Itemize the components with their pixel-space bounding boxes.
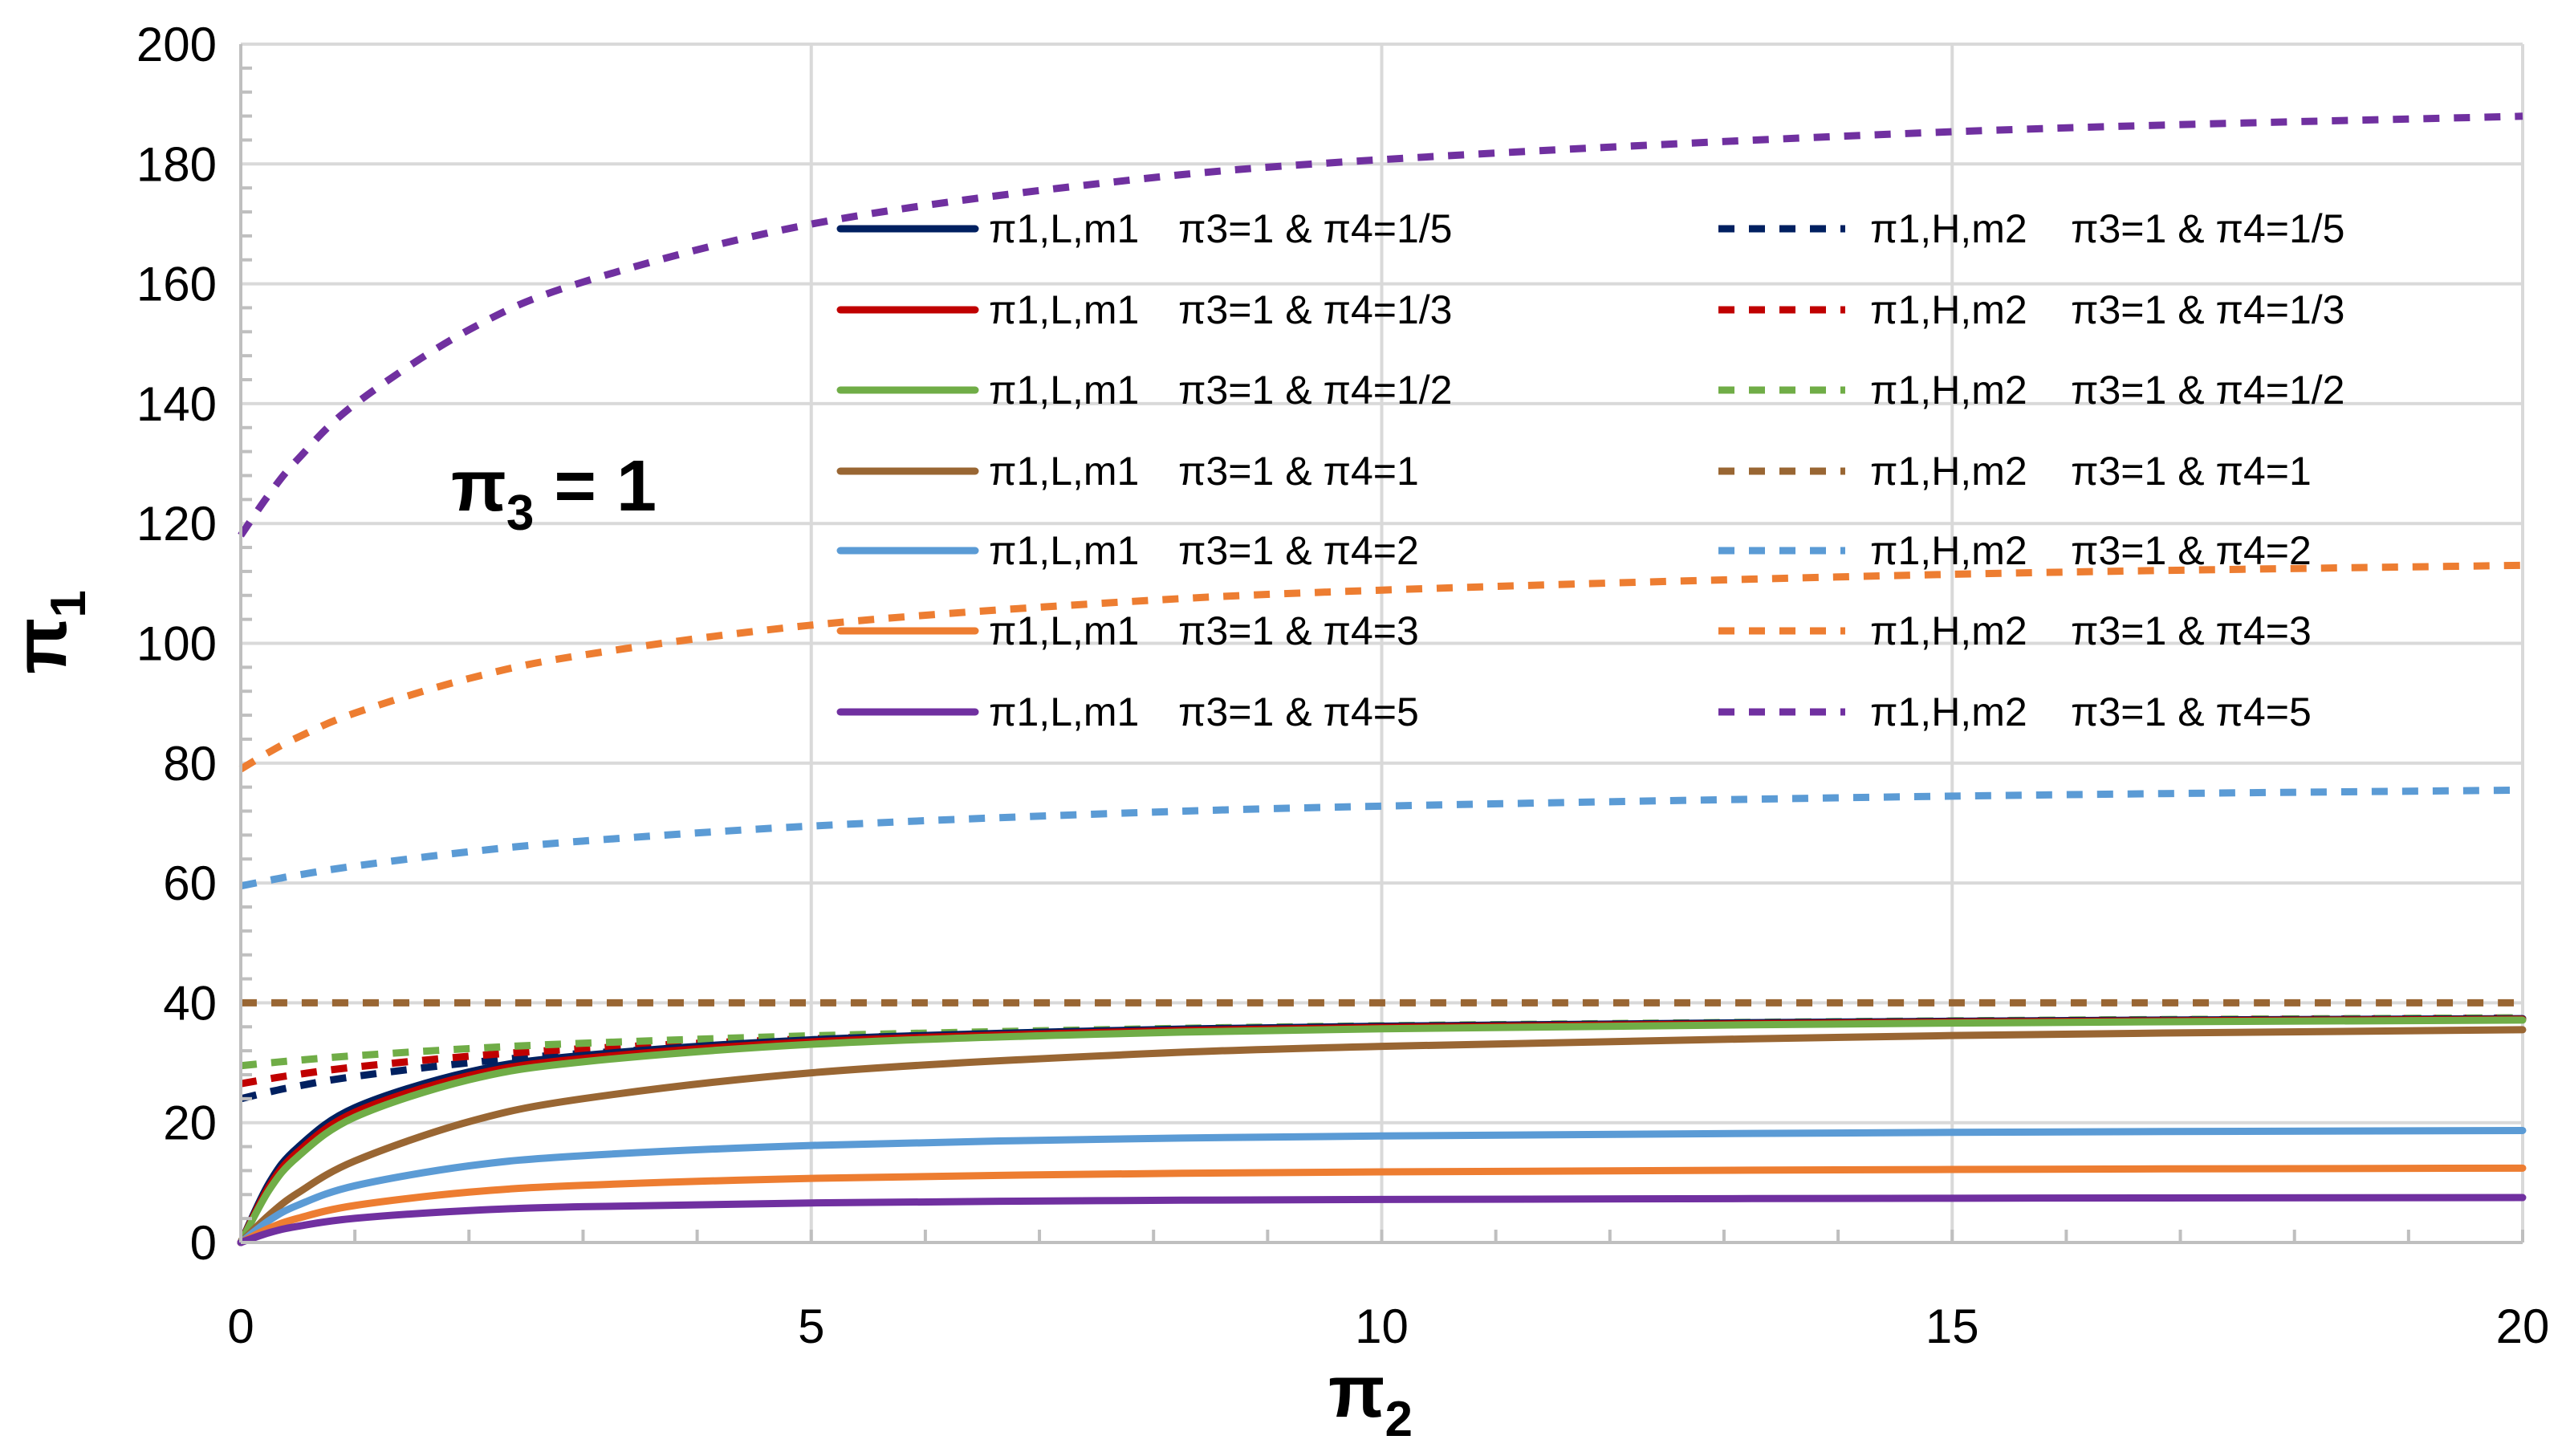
legend-label: π1,L,m1: [989, 689, 1139, 734]
legend-condition: π3=1 & π4=1: [1178, 449, 1419, 494]
annotation-rest: = 1: [534, 446, 657, 527]
y-tick-label: 180: [136, 137, 217, 191]
series-line-h-m2-11: [240, 786, 2523, 890]
axes: [239, 44, 2524, 1244]
legend-entry: π1,L,m1 π3=1 & π4=3: [836, 608, 1419, 653]
series-lines: [237, 112, 2527, 1247]
legend-condition: π3=1 & π4=1/2: [2071, 368, 2344, 413]
legend-entry: π1,H,m2 π3=1 & π4=1/5: [1718, 206, 2344, 251]
series-line-l-m1-5: [237, 1164, 2527, 1247]
legend-label: π1,H,m2: [1870, 608, 2027, 653]
x-tick-label: 10: [1355, 1299, 1409, 1353]
legend-label: π1,H,m2: [1870, 287, 2027, 332]
legend-entry: π1,L,m1 π3=1 & π4=1: [836, 449, 1419, 494]
y-tick-label: 40: [163, 976, 217, 1030]
legend-label: π1,H,m2: [1870, 449, 2027, 494]
legend-entry: π1,L,m1 π3=1 & π4=1/2: [836, 368, 1452, 413]
legend-condition: π3=1 & π4=3: [2071, 608, 2312, 653]
legend-entry: π1,H,m2 π3=1 & π4=1/2: [1718, 368, 2344, 413]
legend-condition: π3=1 & π4=1/3: [2071, 287, 2344, 332]
legend-condition: π3=1 & π4=2: [2071, 528, 2312, 573]
legend-label: π1,H,m2: [1870, 206, 2027, 251]
y-tick-label: 60: [163, 856, 217, 910]
legend-entry: π1,L,m1 π3=1 & π4=1/3: [836, 287, 1452, 332]
legend: π1,L,m1 π3=1 & π4=1/5 π1,L,m1 π3=1 & π4=1/3…: [836, 206, 2344, 734]
legend-label: π1,L,m1: [989, 608, 1139, 653]
y-axis-label-main: π: [0, 618, 82, 674]
legend-label: π1,L,m1: [989, 287, 1139, 332]
legend-label: π1,H,m2: [1870, 368, 2027, 413]
x-axis-label-main: π: [1328, 1351, 1385, 1433]
legend-label: π1,L,m1: [989, 528, 1139, 573]
series-line-l-m1-2: [237, 1016, 2527, 1247]
y-tick-label: 200: [136, 18, 217, 71]
series-line-h-m2-12: [238, 561, 2523, 773]
y-axis-label-sub: 1: [41, 590, 96, 617]
y-tick-label: 80: [163, 737, 217, 791]
legend-entry: π1,H,m2 π3=1 & π4=1: [1718, 449, 2312, 494]
legend-entry: π1,L,m1 π3=1 & π4=1/5: [836, 206, 1452, 251]
y-tick-label: 120: [136, 497, 217, 551]
y-tick-label: 0: [190, 1216, 217, 1270]
series-line-h-m2-13: [238, 112, 2523, 538]
legend-condition: π3=1 & π4=5: [2071, 689, 2312, 734]
tick-labels: 0 20 40 60 80 100 120 140 160 180 200 0 5 10 15 20: [136, 18, 2549, 1353]
x-tick-label: 5: [798, 1299, 824, 1353]
y-tick-label: 160: [136, 258, 217, 311]
annotation-sub: 3: [506, 486, 534, 541]
legend-entry: π1,H,m2 π3=1 & π4=3: [1718, 608, 2312, 653]
legend-label: π1,L,m1: [989, 368, 1139, 413]
annotation: π3 = 1: [451, 446, 657, 541]
x-axis-label: π2: [1328, 1351, 1413, 1447]
legend-condition: π3=1 & π4=1/2: [1178, 368, 1452, 413]
series-line-l-m1-3: [237, 1026, 2527, 1247]
y-tick-label: 140: [136, 377, 217, 431]
series-line-l-m1-4: [237, 1126, 2527, 1247]
legend-condition: π3=1 & π4=1/5: [1178, 206, 1452, 251]
legend-entry: π1,H,m2 π3=1 & π4=2: [1718, 528, 2312, 573]
legend-condition: π3=1 & π4=1/5: [2071, 206, 2344, 251]
y-tick-label: 20: [163, 1096, 217, 1150]
legend-label: π1,L,m1: [989, 449, 1139, 494]
legend-condition: π3=1 & π4=1/3: [1178, 287, 1452, 332]
legend-label: π1,H,m2: [1870, 689, 2027, 734]
legend-condition: π3=1 & π4=1: [2071, 449, 2312, 494]
x-tick-label: 15: [1925, 1299, 1979, 1353]
annotation-main: π: [451, 446, 506, 527]
x-tick-label: 0: [227, 1299, 254, 1353]
legend-entry: π1,L,m1 π3=1 & π4=5: [836, 689, 1419, 734]
x-tick-label: 20: [2496, 1299, 2550, 1353]
y-axis-label: π1: [0, 590, 96, 674]
legend-entry: π1,L,m1 π3=1 & π4=2: [836, 528, 1419, 573]
legend-condition: π3=1 & π4=3: [1178, 608, 1419, 653]
x-axis-label-sub: 2: [1385, 1392, 1412, 1447]
legend-entry: π1,H,m2 π3=1 & π4=5: [1718, 689, 2312, 734]
legend-condition: π3=1 & π4=2: [1178, 528, 1419, 573]
legend-label: π1,H,m2: [1870, 528, 2027, 573]
legend-label: π1,L,m1: [989, 206, 1139, 251]
legend-condition: π3=1 & π4=5: [1178, 689, 1419, 734]
legend-entry: π1,H,m2 π3=1 & π4=1/3: [1718, 287, 2344, 332]
series-line-l-m1-6: [237, 1194, 2527, 1247]
y-tick-label: 100: [136, 617, 217, 671]
